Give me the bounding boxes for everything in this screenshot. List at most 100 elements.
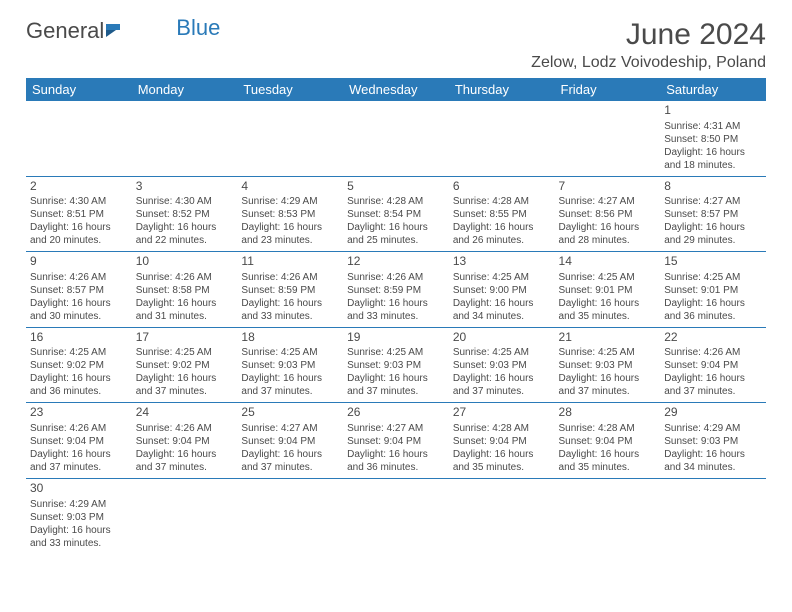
daylight-line: Daylight: 16 hours and 36 minutes. (30, 372, 128, 398)
calendar-cell: 24Sunrise: 4:26 AMSunset: 9:04 PMDayligh… (132, 403, 238, 479)
day-number: 16 (30, 330, 128, 346)
daylight-line: Daylight: 16 hours and 34 minutes. (664, 448, 762, 474)
daylight-line: Daylight: 16 hours and 36 minutes. (347, 448, 445, 474)
daylight-line: Daylight: 16 hours and 37 minutes. (241, 448, 339, 474)
sunset-line: Sunset: 9:03 PM (453, 359, 551, 372)
day-number: 15 (664, 254, 762, 270)
calendar-cell: 7Sunrise: 4:27 AMSunset: 8:56 PMDaylight… (555, 176, 661, 252)
calendar-cell: 27Sunrise: 4:28 AMSunset: 9:04 PMDayligh… (449, 403, 555, 479)
calendar-table: SundayMondayTuesdayWednesdayThursdayFrid… (26, 78, 766, 554)
sunrise-line: Sunrise: 4:31 AM (664, 120, 762, 133)
calendar-cell (26, 101, 132, 176)
sunrise-line: Sunrise: 4:30 AM (30, 195, 128, 208)
calendar-cell (132, 478, 238, 553)
calendar-cell: 22Sunrise: 4:26 AMSunset: 9:04 PMDayligh… (660, 327, 766, 403)
sunset-line: Sunset: 9:04 PM (453, 435, 551, 448)
daylight-line: Daylight: 16 hours and 29 minutes. (664, 221, 762, 247)
day-number: 29 (664, 405, 762, 421)
logo-text-2: Blue (176, 15, 220, 41)
calendar-cell: 19Sunrise: 4:25 AMSunset: 9:03 PMDayligh… (343, 327, 449, 403)
daylight-line: Daylight: 16 hours and 35 minutes. (453, 448, 551, 474)
sunrise-line: Sunrise: 4:26 AM (241, 271, 339, 284)
day-number: 13 (453, 254, 551, 270)
calendar-cell (555, 478, 661, 553)
day-number: 3 (136, 179, 234, 195)
day-number: 6 (453, 179, 551, 195)
daylight-line: Daylight: 16 hours and 35 minutes. (559, 297, 657, 323)
sunrise-line: Sunrise: 4:29 AM (664, 422, 762, 435)
daylight-line: Daylight: 16 hours and 37 minutes. (559, 372, 657, 398)
sunset-line: Sunset: 9:03 PM (241, 359, 339, 372)
sunrise-line: Sunrise: 4:26 AM (136, 422, 234, 435)
sunset-line: Sunset: 9:03 PM (559, 359, 657, 372)
sunrise-line: Sunrise: 4:26 AM (136, 271, 234, 284)
calendar-cell: 26Sunrise: 4:27 AMSunset: 9:04 PMDayligh… (343, 403, 449, 479)
day-header: Saturday (660, 78, 766, 101)
logo: General Blue (26, 18, 220, 44)
daylight-line: Daylight: 16 hours and 37 minutes. (136, 372, 234, 398)
sunrise-line: Sunrise: 4:25 AM (664, 271, 762, 284)
calendar-cell: 2Sunrise: 4:30 AMSunset: 8:51 PMDaylight… (26, 176, 132, 252)
day-header: Sunday (26, 78, 132, 101)
calendar-row: 23Sunrise: 4:26 AMSunset: 9:04 PMDayligh… (26, 403, 766, 479)
sunrise-line: Sunrise: 4:28 AM (453, 195, 551, 208)
daylight-line: Daylight: 16 hours and 28 minutes. (559, 221, 657, 247)
calendar-cell (660, 478, 766, 553)
daylight-line: Daylight: 16 hours and 37 minutes. (664, 372, 762, 398)
sunset-line: Sunset: 9:00 PM (453, 284, 551, 297)
calendar-cell: 14Sunrise: 4:25 AMSunset: 9:01 PMDayligh… (555, 252, 661, 328)
day-number: 25 (241, 405, 339, 421)
sunrise-line: Sunrise: 4:27 AM (664, 195, 762, 208)
calendar-cell (132, 101, 238, 176)
sunrise-line: Sunrise: 4:25 AM (347, 346, 445, 359)
day-number: 19 (347, 330, 445, 346)
day-number: 1 (664, 103, 762, 119)
day-number: 28 (559, 405, 657, 421)
sunset-line: Sunset: 9:03 PM (347, 359, 445, 372)
calendar-cell: 5Sunrise: 4:28 AMSunset: 8:54 PMDaylight… (343, 176, 449, 252)
calendar-cell: 4Sunrise: 4:29 AMSunset: 8:53 PMDaylight… (237, 176, 343, 252)
day-number: 14 (559, 254, 657, 270)
sunrise-line: Sunrise: 4:25 AM (241, 346, 339, 359)
calendar-cell: 30Sunrise: 4:29 AMSunset: 9:03 PMDayligh… (26, 478, 132, 553)
sunset-line: Sunset: 9:04 PM (559, 435, 657, 448)
day-number: 24 (136, 405, 234, 421)
calendar-cell: 16Sunrise: 4:25 AMSunset: 9:02 PMDayligh… (26, 327, 132, 403)
calendar-cell: 20Sunrise: 4:25 AMSunset: 9:03 PMDayligh… (449, 327, 555, 403)
sunrise-line: Sunrise: 4:26 AM (347, 271, 445, 284)
sunset-line: Sunset: 9:03 PM (664, 435, 762, 448)
daylight-line: Daylight: 16 hours and 33 minutes. (30, 524, 128, 550)
logo-text-1: General (26, 18, 104, 44)
sunrise-line: Sunrise: 4:25 AM (559, 346, 657, 359)
day-number: 10 (136, 254, 234, 270)
day-number: 27 (453, 405, 551, 421)
daylight-line: Daylight: 16 hours and 37 minutes. (453, 372, 551, 398)
calendar-row: 16Sunrise: 4:25 AMSunset: 9:02 PMDayligh… (26, 327, 766, 403)
sunset-line: Sunset: 9:02 PM (136, 359, 234, 372)
header: General Blue June 2024 Zelow, Lodz Voivo… (26, 18, 766, 72)
sunset-line: Sunset: 8:59 PM (347, 284, 445, 297)
day-number: 5 (347, 179, 445, 195)
sunset-line: Sunset: 8:50 PM (664, 133, 762, 146)
daylight-line: Daylight: 16 hours and 36 minutes. (664, 297, 762, 323)
sunset-line: Sunset: 8:57 PM (664, 208, 762, 221)
sunset-line: Sunset: 9:04 PM (664, 359, 762, 372)
calendar-cell (237, 101, 343, 176)
calendar-cell: 1Sunrise: 4:31 AMSunset: 8:50 PMDaylight… (660, 101, 766, 176)
sunset-line: Sunset: 9:04 PM (136, 435, 234, 448)
sunset-line: Sunset: 9:04 PM (241, 435, 339, 448)
day-header: Thursday (449, 78, 555, 101)
calendar-cell (237, 478, 343, 553)
calendar-cell: 21Sunrise: 4:25 AMSunset: 9:03 PMDayligh… (555, 327, 661, 403)
day-number: 20 (453, 330, 551, 346)
day-number: 9 (30, 254, 128, 270)
day-number: 11 (241, 254, 339, 270)
location: Zelow, Lodz Voivodeship, Poland (531, 54, 766, 72)
daylight-line: Daylight: 16 hours and 20 minutes. (30, 221, 128, 247)
calendar-cell: 8Sunrise: 4:27 AMSunset: 8:57 PMDaylight… (660, 176, 766, 252)
sunrise-line: Sunrise: 4:28 AM (347, 195, 445, 208)
calendar-cell: 11Sunrise: 4:26 AMSunset: 8:59 PMDayligh… (237, 252, 343, 328)
calendar-cell: 25Sunrise: 4:27 AMSunset: 9:04 PMDayligh… (237, 403, 343, 479)
sunset-line: Sunset: 8:56 PM (559, 208, 657, 221)
daylight-line: Daylight: 16 hours and 33 minutes. (347, 297, 445, 323)
